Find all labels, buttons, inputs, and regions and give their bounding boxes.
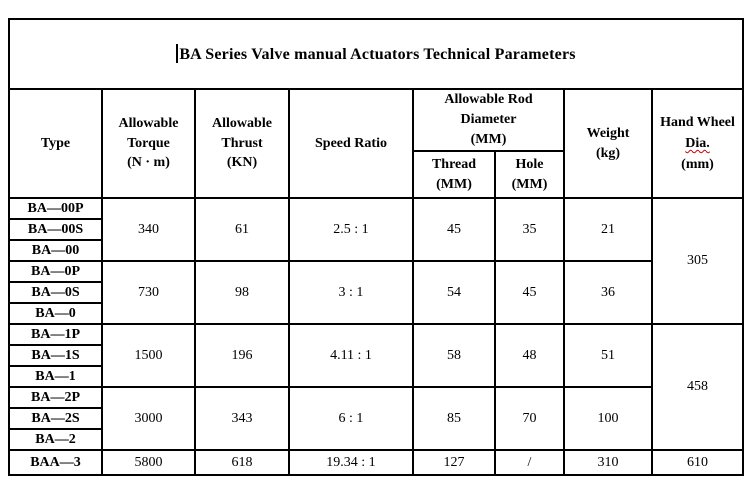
table-title-cell: BA Series Valve manual Actuators Technic… [8,18,744,90]
cell-type: BA—1 [8,365,103,388]
table-row: BA—1S [8,344,743,367]
table-row: BA—1 [8,365,743,388]
cell-weight: 51 [563,323,653,388]
cell-speed-ratio: 19.34 : 1 [288,449,414,476]
table-row: BAA—3 5800 618 19.34 : 1 127 / 310 610 [8,449,744,476]
parameters-table: BA Series Valve manual Actuators Technic… [8,18,744,476]
page-title: BA Series Valve manual Actuators Technic… [179,46,576,63]
cell-thrust: 61 [194,197,290,262]
cell-type: BA—1S [8,344,103,367]
cell-hole: 45 [494,260,565,325]
table-row: BA—00 [8,239,743,262]
header-weight: Weight (kg) [563,88,653,199]
cell-type: BA—0 [8,302,103,325]
header-type: Type [8,88,103,199]
cell-type: BA—00P [8,197,103,220]
cell-hole: 48 [494,323,565,388]
table-row: Type Allowable Torque (N · m) Allowable … [8,88,744,199]
cell-weight: 36 [563,260,653,325]
cell-speed-ratio: 6 : 1 [288,386,414,451]
table-row: BA—00S [8,218,743,241]
cell-thread: 127 [412,449,496,476]
cell-type: BA—2S [8,407,103,430]
cell-hole: 35 [494,197,565,262]
cell-type: BA—00S [8,218,103,241]
cell-thread: 85 [412,386,496,451]
cell-torque: 340 [101,197,196,262]
cell-weight: 100 [563,386,653,451]
table-row: BA—0 [8,302,743,325]
cell-torque: 730 [101,260,196,325]
cell-type: BA—00 [8,239,103,262]
cell-torque: 1500 [101,323,196,388]
cell-type: BAA—3 [8,449,103,476]
table-row: BA—0S [8,281,743,304]
table-row: BA—00P 340 61 2.5 : 1 45 35 21 305 [8,197,744,325]
header-hand-wheel-unit: (mm) [681,157,714,172]
cell-weight: 21 [563,197,653,262]
cell-thrust: 618 [194,449,290,476]
cell-thread: 58 [412,323,496,388]
table-row: Thread (MM) Hole (MM) [9,150,743,199]
table-row: BA—1P 1500 196 4.11 : 1 58 48 51 458 [8,323,744,451]
cell-torque: 5800 [101,449,196,476]
table-row: BA—0P 730 98 3 : 1 54 45 36 [8,260,743,325]
cell-hand-wheel: 610 [651,449,744,476]
header-allowable-rod-diameter: Allowable Rod Diameter (MM) [412,88,565,152]
header-hand-wheel-dia-label: Dia. [685,136,710,151]
cell-speed-ratio: 3 : 1 [288,260,414,325]
header-speed-ratio: Speed Ratio [288,88,414,199]
cell-hand-wheel: 305 [651,197,744,325]
cell-hand-wheel: 458 [651,323,744,451]
table-row: BA—2 [8,428,743,451]
cell-hole: 70 [494,386,565,451]
text-cursor [176,44,179,63]
cell-thread: 45 [412,197,496,262]
table-row: BA—2P 3000 343 6 : 1 85 70 100 [8,386,743,451]
header-hand-wheel-line1: Hand Wheel [660,115,735,130]
cell-type: BA—0P [8,260,103,283]
table-row: BA—2S [8,407,743,430]
header-hand-wheel-dia: Hand Wheel Dia. (mm) [651,88,744,199]
cell-weight: 310 [563,449,653,476]
cell-speed-ratio: 4.11 : 1 [288,323,414,388]
cell-torque: 3000 [101,386,196,451]
cell-type: BA—0S [8,281,103,304]
table-row: BA Series Valve manual Actuators Technic… [8,18,744,90]
cell-type: BA—1P [8,323,103,346]
header-allowable-thrust: Allowable Thrust (KN) [194,88,290,199]
cell-type: BA—2 [8,428,103,451]
header-allowable-torque: Allowable Torque (N · m) [101,88,196,199]
cell-thrust: 98 [194,260,290,325]
header-thread: Thread (MM) [412,150,496,199]
cell-speed-ratio: 2.5 : 1 [288,197,414,262]
cell-hole: / [494,449,565,476]
cell-thrust: 196 [194,323,290,388]
cell-type: BA—2P [8,386,103,409]
cell-thread: 54 [412,260,496,325]
cell-thrust: 343 [194,386,290,451]
header-hole: Hole (MM) [494,150,565,199]
